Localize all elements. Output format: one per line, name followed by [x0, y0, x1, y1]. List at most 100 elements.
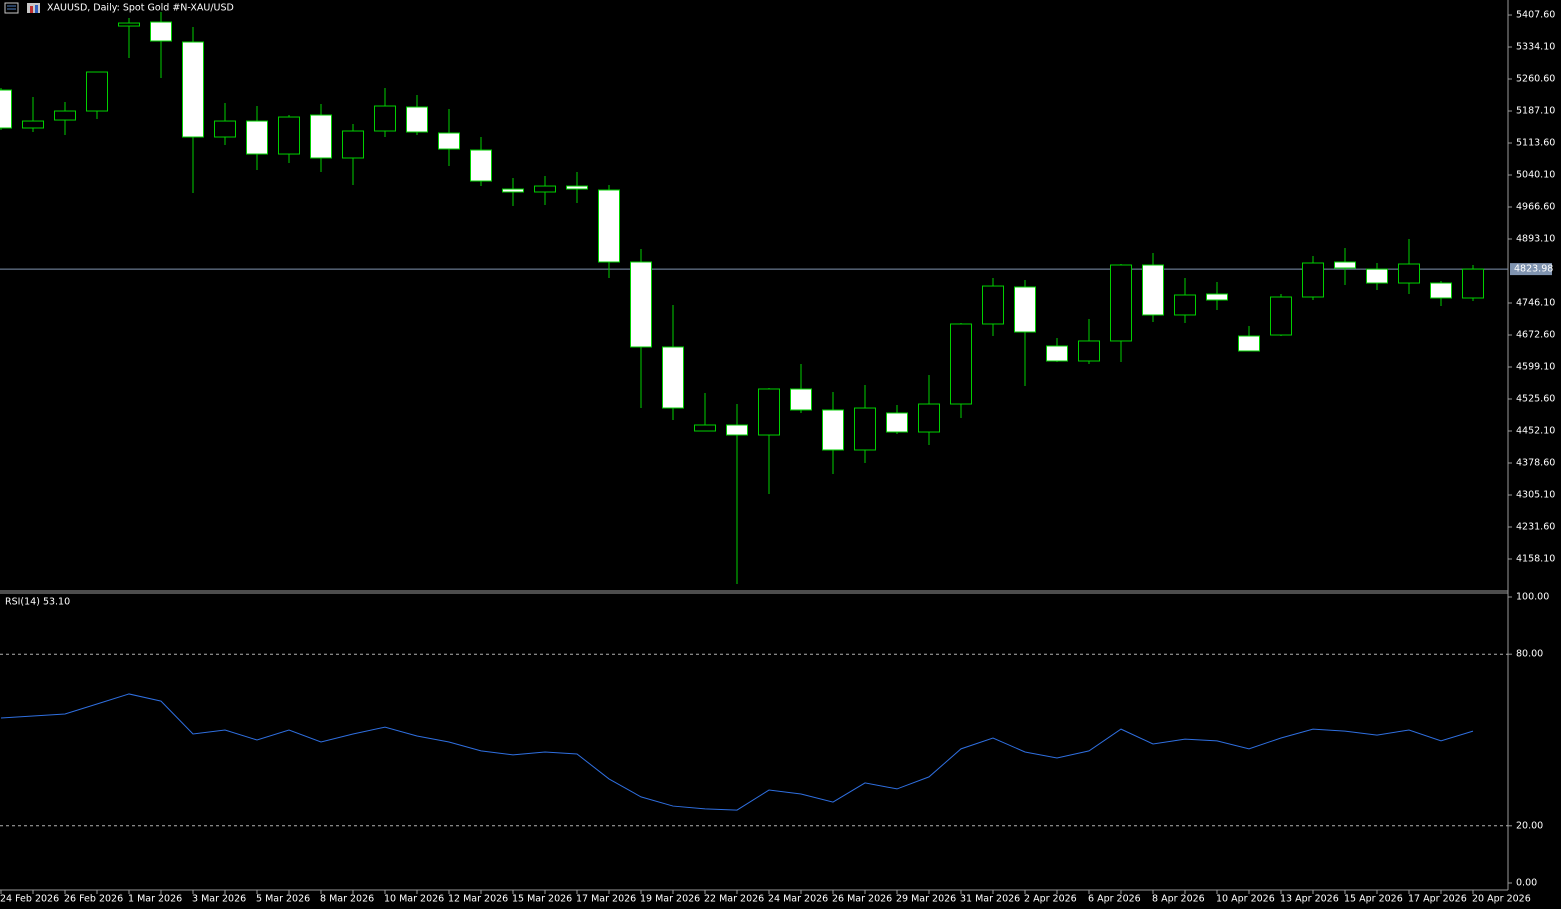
- y-tick-label: 80.00: [1516, 649, 1543, 660]
- y-tick-label: 5040.10: [1516, 170, 1555, 181]
- x-tick-label: 15 Apr 2026: [1344, 894, 1403, 905]
- x-tick-label: 8 Mar 2026: [320, 894, 374, 905]
- candle-body: [1238, 335, 1260, 352]
- candle-body: [150, 21, 172, 42]
- x-tick-label: 15 Mar 2026: [512, 894, 572, 905]
- candle-body: [406, 106, 428, 133]
- x-tick-label: 10 Mar 2026: [384, 894, 444, 905]
- candle-body: [214, 120, 236, 138]
- x-tick-label: 26 Mar 2026: [832, 894, 892, 905]
- y-tick-label: 4746.10: [1516, 298, 1555, 309]
- menu-icon[interactable]: [4, 2, 19, 14]
- x-tick-label: 13 Apr 2026: [1280, 894, 1339, 905]
- last-price-box: [1510, 263, 1552, 276]
- x-tick-label: 3 Mar 2026: [192, 894, 246, 905]
- x-tick-label: 19 Mar 2026: [640, 894, 700, 905]
- candle-body: [246, 120, 268, 155]
- y-tick-label: 5187.10: [1516, 106, 1555, 117]
- rsi-line: [0, 693, 1474, 811]
- x-tick-label: 12 Mar 2026: [448, 894, 508, 905]
- x-tick-label: 26 Feb 2026: [64, 894, 123, 905]
- y-tick-label: 4672.60: [1516, 330, 1555, 341]
- y-tick-label: 20.00: [1516, 820, 1543, 831]
- symbol-icon-bar: [30, 6, 33, 13]
- y-tick-label: 4452.10: [1516, 426, 1555, 437]
- y-tick-label: 4378.60: [1516, 458, 1555, 469]
- candle-body: [438, 132, 460, 150]
- symbol-icon[interactable]: [27, 3, 40, 13]
- y-tick-label: 4525.60: [1516, 394, 1555, 405]
- y-tick-label: 0.00: [1516, 878, 1537, 889]
- y-tick-label: 4599.10: [1516, 362, 1555, 373]
- y-tick-label: 4305.10: [1516, 490, 1555, 501]
- y-tick-label: 5334.10: [1516, 42, 1555, 53]
- y-tick-label: 5407.60: [1516, 10, 1555, 21]
- candle-body: [950, 323, 972, 405]
- candle-body: [0, 89, 12, 129]
- candle-body: [1462, 268, 1484, 299]
- x-tick-label: 17 Apr 2026: [1408, 894, 1467, 905]
- x-tick-label: 10 Apr 2026: [1216, 894, 1275, 905]
- x-tick-label: 1 Mar 2026: [128, 894, 182, 905]
- candle-body: [278, 116, 300, 155]
- x-tick-label: 2 Apr 2026: [1024, 894, 1077, 905]
- candle-body: [118, 22, 140, 27]
- y-tick-label: 5113.60: [1516, 138, 1555, 149]
- candle-body: [1110, 264, 1132, 342]
- y-tick-label: 4966.60: [1516, 202, 1555, 213]
- candle-body: [22, 120, 44, 129]
- candle-body: [1430, 282, 1452, 299]
- candle-body: [1174, 294, 1196, 316]
- candle-body: [918, 403, 940, 433]
- candle-body: [630, 261, 652, 348]
- candle-body: [694, 424, 716, 432]
- candle-body: [374, 105, 396, 132]
- y-tick-label: 4231.60: [1516, 522, 1555, 533]
- candle-body: [726, 424, 748, 436]
- x-tick-label: 8 Apr 2026: [1152, 894, 1205, 905]
- candle-body: [1398, 263, 1420, 284]
- candle-body: [1270, 296, 1292, 336]
- candle-body: [758, 388, 780, 436]
- y-tick-label: 4893.10: [1516, 234, 1555, 245]
- candle-body: [1014, 286, 1036, 333]
- candle-body: [470, 149, 492, 182]
- y-tick-label: 4158.10: [1516, 554, 1555, 565]
- candle-body: [1046, 345, 1068, 362]
- x-tick-label: 31 Mar 2026: [960, 894, 1020, 905]
- x-tick-label: 17 Mar 2026: [576, 894, 636, 905]
- candle-body: [566, 185, 588, 190]
- x-tick-label: 29 Mar 2026: [896, 894, 956, 905]
- candle-body: [662, 346, 684, 409]
- candle-body: [182, 41, 204, 138]
- x-tick-label: 22 Mar 2026: [704, 894, 764, 905]
- x-tick-label: 5 Mar 2026: [256, 894, 310, 905]
- candle-body: [854, 407, 876, 451]
- candle-body: [1334, 261, 1356, 269]
- candle-body: [790, 388, 812, 411]
- candle-body: [54, 110, 76, 121]
- candle-body: [1366, 268, 1388, 284]
- candle-body: [502, 188, 524, 193]
- x-tick-label: 24 Mar 2026: [768, 894, 828, 905]
- candle-body: [886, 412, 908, 433]
- candle-body: [1078, 340, 1100, 362]
- candle-body: [1302, 262, 1324, 298]
- candle-body: [534, 185, 556, 193]
- x-tick-label: 24 Feb 2026: [0, 894, 59, 905]
- x-tick-label: 20 Apr 2026: [1472, 894, 1531, 905]
- candle-body: [1206, 293, 1228, 301]
- last-price-label: 4823.98: [1514, 264, 1553, 275]
- y-tick-label: 5260.60: [1516, 74, 1555, 85]
- candle-body: [1142, 264, 1164, 316]
- chart-title: XAUUSD, Daily: Spot Gold #N-XAU/USD: [47, 3, 234, 14]
- symbol-icon-bar: [35, 5, 38, 13]
- candle-body: [310, 114, 332, 159]
- y-tick-label: 100.00: [1516, 592, 1549, 603]
- candle-body: [598, 189, 620, 263]
- candle-body: [86, 71, 108, 112]
- rsi-title: RSI(14) 53.10: [5, 597, 70, 608]
- candle-body: [982, 285, 1004, 325]
